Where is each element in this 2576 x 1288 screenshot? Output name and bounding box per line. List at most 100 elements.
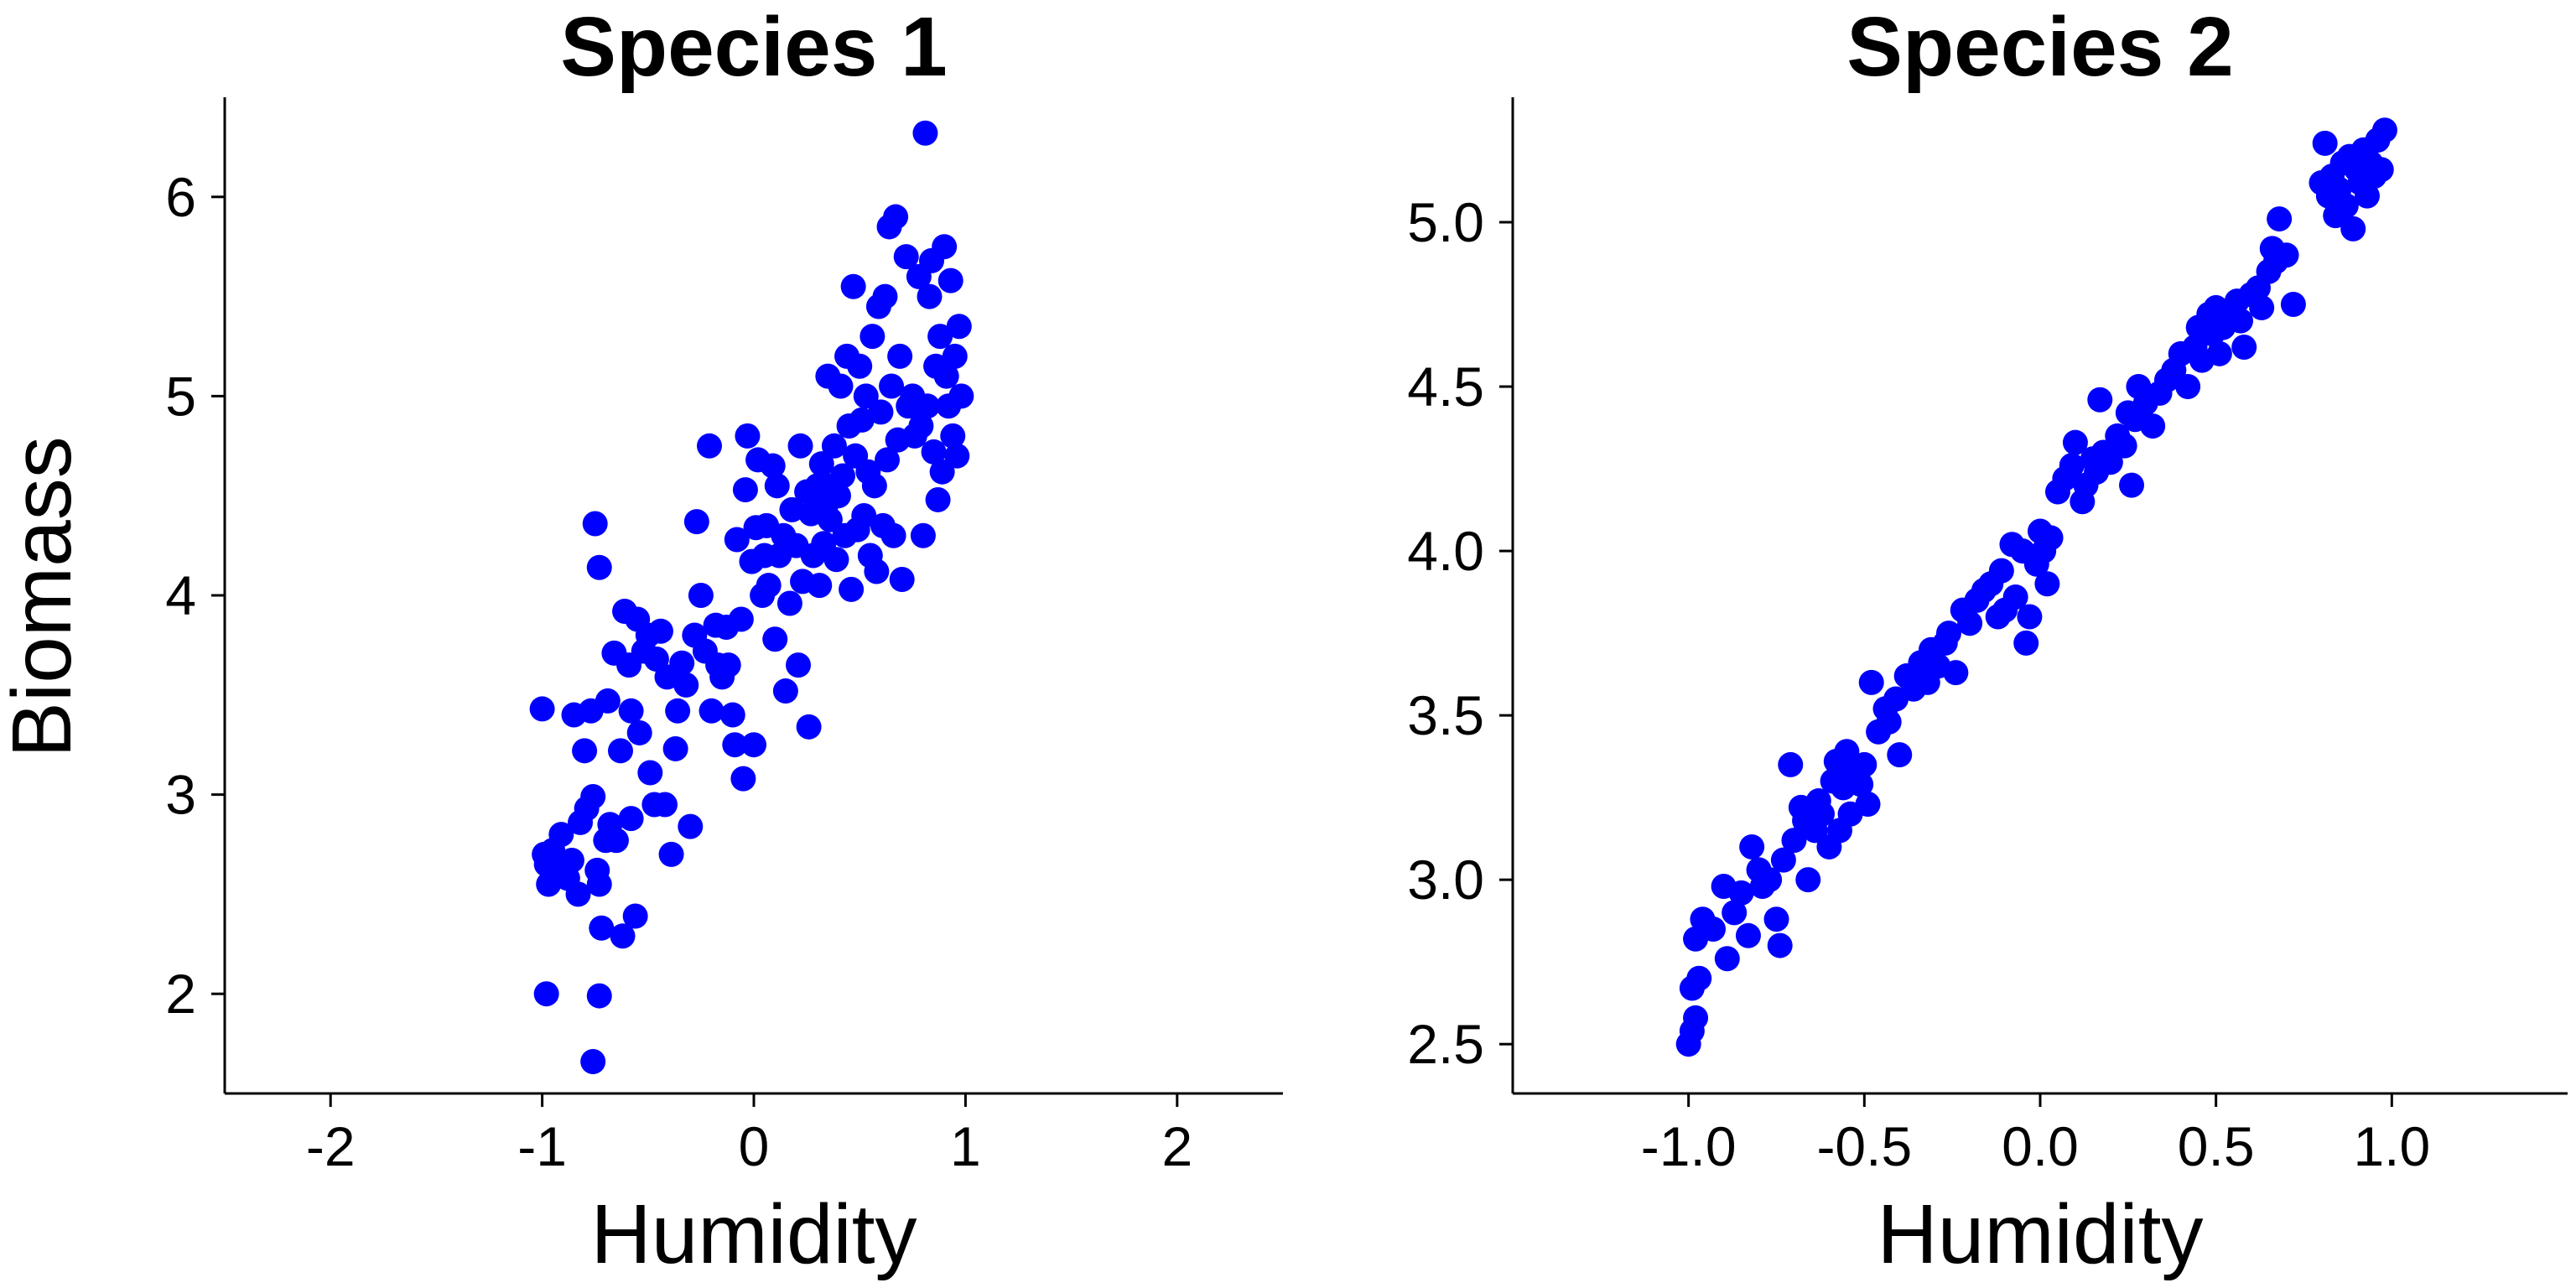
- data-point: [912, 120, 938, 146]
- data-point: [762, 626, 788, 652]
- data-point: [933, 363, 959, 389]
- y-tick-label: 2.5: [1407, 1013, 1484, 1075]
- data-point: [603, 828, 629, 854]
- data-point: [696, 433, 722, 459]
- data-point: [929, 459, 955, 485]
- data-point: [2062, 429, 2088, 455]
- data-point: [880, 522, 906, 548]
- data-point: [2231, 334, 2257, 360]
- data-point: [787, 433, 813, 459]
- data-point: [1757, 867, 1783, 893]
- data-point: [2038, 525, 2064, 551]
- data-point: [658, 841, 684, 867]
- x-tick-label: -1.0: [1641, 1115, 1737, 1177]
- data-point: [558, 848, 584, 874]
- data-point: [889, 566, 915, 592]
- y-tick-label: 4.0: [1407, 520, 1484, 582]
- data-point: [1848, 771, 1874, 797]
- data-point: [921, 439, 947, 465]
- data-point: [883, 204, 909, 230]
- data-point: [1683, 1005, 1709, 1031]
- data-point: [580, 1048, 606, 1074]
- data-point: [823, 547, 849, 573]
- data-point: [724, 527, 750, 553]
- data-point: [735, 423, 761, 449]
- chart-species-2: Species 2 -1.0 -0.5 0.0 0.5 1.0 2.5 3.0 3.5 4.0 4.…: [1407, 0, 2568, 1281]
- data-point: [2340, 216, 2366, 242]
- data-point: [821, 433, 847, 459]
- data-point: [1810, 801, 1836, 827]
- data-point: [673, 672, 699, 698]
- data-point: [851, 502, 877, 528]
- data-point: [1714, 946, 1740, 972]
- data-point: [728, 606, 754, 632]
- data-point: [2228, 308, 2254, 334]
- data-point: [839, 576, 865, 602]
- data-point: [861, 473, 887, 499]
- data-point: [914, 393, 940, 419]
- data-point: [2206, 340, 2232, 366]
- data-point: [607, 738, 633, 764]
- data-point: [2097, 449, 2123, 475]
- data-point: [830, 463, 856, 489]
- data-point: [595, 688, 621, 714]
- x-tick-label: -0.5: [1816, 1115, 1912, 1177]
- data-point: [1935, 621, 1961, 647]
- data-point: [946, 314, 972, 340]
- data-point: [1778, 751, 1804, 777]
- data-point: [2059, 453, 2085, 479]
- data-point: [529, 696, 555, 722]
- data-point: [937, 267, 963, 293]
- data-point: [618, 698, 644, 724]
- data-point: [1722, 900, 1748, 926]
- data-point: [610, 923, 636, 949]
- y-tick-label: 3.0: [1407, 849, 1484, 911]
- data-point: [760, 453, 786, 479]
- data-point: [2013, 630, 2039, 656]
- x-axis-label: Humidity: [1877, 1187, 2204, 1281]
- data-point: [626, 719, 652, 745]
- data-point: [589, 915, 615, 941]
- data-point: [864, 558, 890, 584]
- data-point: [910, 522, 936, 548]
- y-tick-label: 5.0: [1407, 191, 1484, 253]
- data-point: [662, 735, 688, 761]
- data-point: [796, 714, 822, 740]
- data-point: [1795, 867, 1821, 893]
- data-point: [699, 698, 724, 724]
- data-point: [786, 652, 812, 678]
- data-point: [1943, 660, 1969, 686]
- data-point: [1770, 847, 1796, 873]
- data-point: [887, 343, 913, 369]
- data-point: [948, 383, 974, 409]
- x-tick-label: 0: [739, 1115, 770, 1177]
- y-tick-label: 6: [165, 166, 196, 228]
- data-point: [817, 506, 843, 532]
- data-point: [732, 477, 758, 503]
- data-point: [927, 324, 953, 350]
- y-tick-label: 4.5: [1407, 356, 1484, 418]
- data-point: [1735, 922, 1761, 948]
- data-point: [860, 324, 886, 350]
- data-point: [533, 981, 559, 1007]
- data-point: [756, 573, 782, 599]
- y-tick-label: 3.5: [1407, 684, 1484, 746]
- data-point: [853, 383, 879, 409]
- data-point: [572, 738, 598, 764]
- data-point: [1781, 828, 1807, 854]
- y-tick-label: 3: [165, 764, 196, 826]
- data-point: [847, 353, 873, 379]
- data-point: [2368, 157, 2394, 183]
- data-point: [2175, 374, 2201, 400]
- data-point: [849, 407, 875, 433]
- data-point: [2354, 183, 2380, 209]
- data-point: [715, 652, 741, 678]
- y-tick-label: 4: [165, 564, 196, 626]
- x-tick-label: 2: [1161, 1115, 1192, 1177]
- x-tick-label: 1.0: [2353, 1115, 2430, 1177]
- data-point: [776, 590, 802, 616]
- data-point: [665, 698, 691, 724]
- data-point: [586, 554, 612, 580]
- data-point: [825, 483, 851, 509]
